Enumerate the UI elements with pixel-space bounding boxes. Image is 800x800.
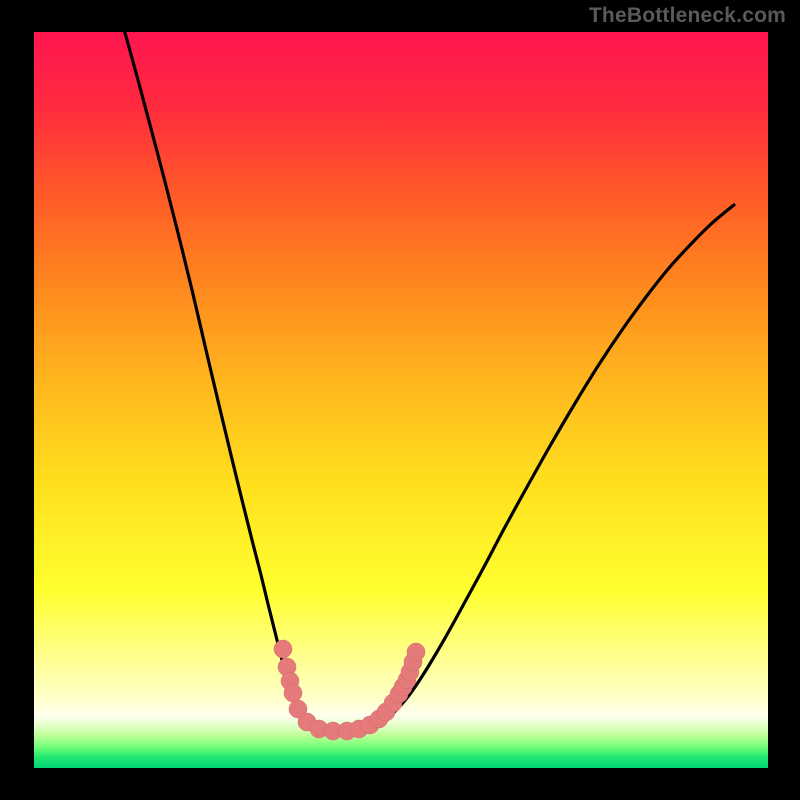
marker-point: [407, 643, 425, 661]
watermark-text: TheBottleneck.com: [589, 4, 786, 28]
plot-background: [34, 32, 768, 768]
chart-container: TheBottleneck.com: [0, 0, 800, 800]
marker-point: [284, 684, 302, 702]
chart-svg: [0, 0, 800, 800]
marker-point: [274, 640, 292, 658]
